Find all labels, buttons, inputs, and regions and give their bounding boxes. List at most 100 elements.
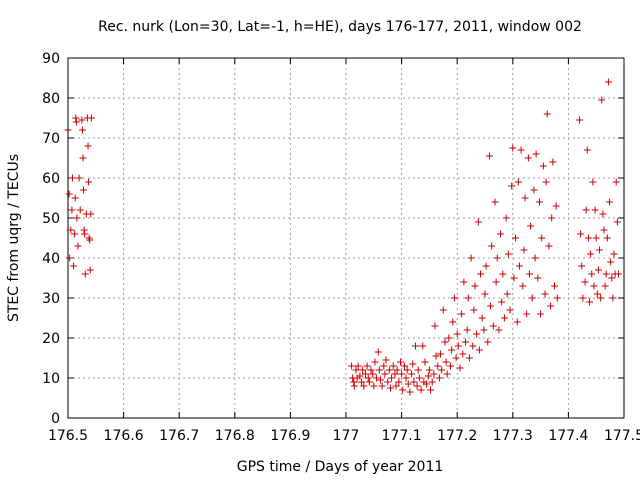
data-point <box>488 242 496 250</box>
data-point <box>419 342 427 350</box>
data-point <box>465 354 473 362</box>
y-tick-label: 50 <box>42 211 60 227</box>
data-point <box>520 246 528 254</box>
data-point <box>469 342 477 350</box>
data-point <box>588 270 596 278</box>
data-point <box>609 294 617 302</box>
data-point <box>549 158 557 166</box>
data-point <box>406 388 414 396</box>
data-point <box>435 374 443 382</box>
data-point <box>459 350 467 358</box>
data-point <box>396 358 404 366</box>
data-point <box>584 234 592 242</box>
data-point <box>413 382 421 390</box>
y-tick-label: 30 <box>42 291 60 307</box>
x-tick-label: 176.6 <box>104 428 144 444</box>
x-tick-label: 177.4 <box>548 428 588 444</box>
data-point <box>582 206 590 214</box>
data-point <box>471 282 479 290</box>
data-point <box>576 116 584 124</box>
data-point <box>385 366 393 374</box>
data-point <box>590 282 598 290</box>
data-point <box>423 380 431 388</box>
data-point <box>478 314 486 322</box>
data-point <box>404 380 412 388</box>
data-point <box>78 126 86 134</box>
data-point <box>525 270 533 278</box>
data-point <box>477 270 485 278</box>
data-point <box>603 234 611 242</box>
data-point <box>454 342 462 350</box>
data-point <box>480 326 488 334</box>
data-point <box>392 382 400 390</box>
data-point <box>381 370 389 378</box>
data-point <box>399 386 407 394</box>
data-point <box>79 154 87 162</box>
x-tick-label: 177.5 <box>604 428 640 444</box>
y-tick-label: 10 <box>42 371 60 387</box>
y-tick-label: 60 <box>42 171 60 187</box>
data-point <box>506 306 514 314</box>
data-point <box>591 206 599 214</box>
data-point <box>613 218 621 226</box>
data-point <box>65 190 73 198</box>
data-point <box>348 362 356 370</box>
data-point <box>367 366 375 374</box>
data-point <box>425 366 433 374</box>
data-point <box>487 302 495 310</box>
data-point <box>524 154 532 162</box>
data-point <box>388 374 396 382</box>
data-point <box>497 230 505 238</box>
data-point <box>517 146 525 154</box>
data-point <box>491 198 499 206</box>
data-point <box>86 266 94 274</box>
data-point <box>473 330 481 338</box>
data-point <box>74 242 82 250</box>
data-point <box>84 142 92 150</box>
data-point <box>447 362 455 370</box>
data-point <box>515 262 523 270</box>
data-point <box>68 174 76 182</box>
data-point <box>456 364 464 372</box>
data-point <box>412 342 419 350</box>
data-point <box>592 234 600 242</box>
data-point <box>449 318 457 326</box>
data-point <box>604 78 612 86</box>
data-point <box>437 350 445 358</box>
data-point <box>583 146 591 154</box>
x-tick-label: 177 <box>333 428 360 444</box>
y-tick-label: 90 <box>42 51 60 67</box>
data-point <box>450 294 458 302</box>
x-tick-label: 176.9 <box>270 428 310 444</box>
data-point <box>350 378 358 386</box>
y-axis-label: STEC from uqrg / TECUs <box>6 154 22 322</box>
data-point <box>70 262 78 270</box>
x-tick-label: 177.2 <box>437 428 477 444</box>
data-point <box>543 110 551 118</box>
data-point <box>439 306 447 314</box>
data-point <box>73 214 81 222</box>
data-point <box>597 294 605 302</box>
data-point <box>75 174 83 182</box>
data-point <box>432 352 440 360</box>
data-point <box>548 214 556 222</box>
x-tick-label: 176.5 <box>48 428 88 444</box>
data-point <box>427 386 435 394</box>
data-point <box>502 214 510 222</box>
data-point <box>376 376 384 384</box>
data-point <box>452 354 460 362</box>
data-point <box>363 362 371 370</box>
data-point <box>513 318 521 326</box>
data-point <box>402 374 410 382</box>
data-point <box>360 382 368 390</box>
data-point <box>508 182 516 190</box>
data-point <box>408 370 416 378</box>
axis-ticks: 176.5 176.6 176.7 176.8 176.9 177 177.1 177.2 17… <box>42 51 640 444</box>
data-point <box>371 358 379 366</box>
data-point <box>80 186 88 194</box>
data-point <box>542 178 550 186</box>
data-point <box>538 234 546 242</box>
data-point <box>606 198 614 206</box>
